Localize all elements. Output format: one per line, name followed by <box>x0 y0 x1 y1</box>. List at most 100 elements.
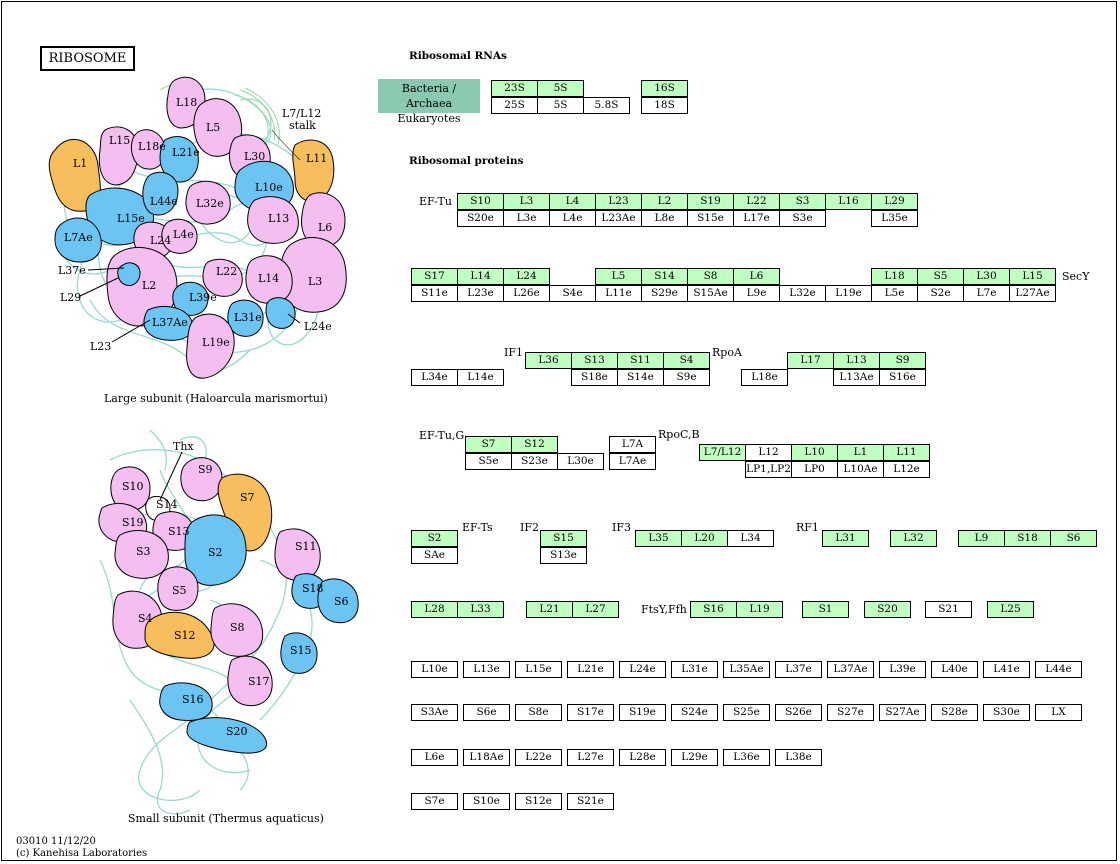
protein-box[interactable]: S15 <box>540 530 587 547</box>
factor-label[interactable]: EF-Ts <box>462 521 493 534</box>
protein-box[interactable]: L17e <box>733 210 780 227</box>
protein-box[interactable]: L35Ae <box>723 661 770 678</box>
protein-box[interactable]: LX <box>1035 704 1082 721</box>
protein-box[interactable]: S1 <box>802 601 849 618</box>
protein-box[interactable]: L34 <box>727 530 774 547</box>
protein-box[interactable]: L15e <box>515 661 562 678</box>
protein-box[interactable]: L9 <box>958 530 1005 547</box>
protein-box[interactable]: L5 <box>595 268 642 285</box>
protein-box[interactable]: S10e <box>463 793 510 810</box>
protein-box[interactable]: S11 <box>617 352 664 369</box>
structure-label[interactable]: S14 <box>156 498 178 511</box>
map-title[interactable]: RIBOSOME <box>40 46 135 71</box>
protein-box[interactable]: S10 <box>457 193 504 210</box>
protein-box[interactable]: L38e <box>775 749 822 766</box>
protein-box[interactable]: L18Ae <box>463 749 510 766</box>
structure-label[interactable]: L15 <box>109 134 131 147</box>
structure-label[interactable]: S10 <box>122 480 144 493</box>
protein-box[interactable]: L3e <box>503 210 550 227</box>
structure-label[interactable]: L15e <box>117 212 145 225</box>
protein-box[interactable]: L10 <box>791 444 838 461</box>
structure-label[interactable]: L7Ae <box>64 231 93 244</box>
structure-label[interactable]: L5 <box>206 121 221 134</box>
protein-box[interactable]: L21e <box>567 661 614 678</box>
structure-label[interactable]: L21e <box>172 146 200 159</box>
protein-box[interactable]: S23e <box>511 453 558 470</box>
protein-box[interactable]: S4 <box>663 352 710 369</box>
protein-box[interactable]: S26e <box>775 704 822 721</box>
structure-label[interactable]: S11 <box>295 540 317 553</box>
structure-label[interactable]: L24 <box>150 234 172 247</box>
rna-box[interactable]: 5S <box>537 80 584 97</box>
rna-box[interactable]: 18S <box>641 97 688 114</box>
protein-box[interactable]: L40e <box>931 661 978 678</box>
protein-box[interactable]: S5e <box>465 453 512 470</box>
protein-box[interactable]: L29e <box>671 749 718 766</box>
structure-label[interactable]: S4 <box>138 612 153 625</box>
protein-box[interactable]: S14e <box>617 369 664 386</box>
structure-label[interactable]: S16 <box>182 693 204 706</box>
structure-label[interactable]: L1 <box>73 157 88 170</box>
protein-box[interactable]: S3 <box>779 193 826 210</box>
protein-box[interactable]: S11e <box>411 285 458 302</box>
protein-box[interactable]: L27Ae <box>1009 285 1056 302</box>
protein-box[interactable]: S12 <box>511 436 558 453</box>
structure-label[interactable]: L32e <box>196 197 224 210</box>
protein-box[interactable]: L25 <box>987 601 1034 618</box>
protein-box[interactable]: S8 <box>687 268 734 285</box>
protein-box[interactable]: S18 <box>1004 530 1051 547</box>
protein-box[interactable]: L2 <box>641 193 688 210</box>
factor-label[interactable]: SecY <box>1062 270 1090 283</box>
protein-box[interactable]: S24e <box>671 704 718 721</box>
structure-label[interactable]: L13 <box>268 212 290 225</box>
protein-box[interactable]: S2 <box>411 530 458 547</box>
protein-box[interactable]: L12e <box>883 461 930 478</box>
protein-box[interactable]: S19 <box>687 193 734 210</box>
factor-label[interactable]: RpoA <box>712 346 742 359</box>
structure-label[interactable]: L18e <box>138 140 166 153</box>
protein-box[interactable]: L22e <box>515 749 562 766</box>
protein-box[interactable]: L30 <box>963 268 1010 285</box>
structure-label[interactable]: L44e <box>150 195 178 208</box>
factor-label[interactable]: RpoC,B <box>658 428 700 441</box>
protein-box[interactable]: S13e <box>540 547 587 564</box>
protein-box[interactable]: L10e <box>411 661 458 678</box>
structure-label[interactable]: S5 <box>172 584 187 597</box>
protein-box[interactable]: L1 <box>837 444 884 461</box>
structure-label[interactable]: S18 <box>302 582 324 595</box>
protein-box[interactable]: L6 <box>733 268 780 285</box>
protein-box[interactable]: L13e <box>463 661 510 678</box>
protein-box[interactable]: L23e <box>457 285 504 302</box>
protein-box[interactable]: L11e <box>595 285 642 302</box>
factor-label[interactable]: IF2 <box>520 521 539 534</box>
protein-box[interactable]: S3e <box>779 210 826 227</box>
structure-label[interactable]: S9 <box>198 463 213 476</box>
protein-box[interactable]: S7e <box>411 793 458 810</box>
structure-label[interactable]: L4e <box>173 228 194 241</box>
structure-label[interactable]: S12 <box>174 629 196 642</box>
protein-box[interactable]: L27e <box>567 749 614 766</box>
structure-label[interactable]: L30 <box>244 150 266 163</box>
protein-box[interactable]: S3Ae <box>411 704 458 721</box>
protein-box[interactable]: S27Ae <box>879 704 926 721</box>
protein-box[interactable]: L18 <box>871 268 918 285</box>
structure-label[interactable]: L39e <box>189 291 217 304</box>
structure-label[interactable]: L37Ae <box>152 316 188 329</box>
protein-box[interactable]: L24e <box>619 661 666 678</box>
protein-box[interactable]: L36e <box>723 749 770 766</box>
protein-box[interactable]: S27e <box>827 704 874 721</box>
protein-box[interactable]: L6e <box>411 749 458 766</box>
protein-box[interactable]: L29 <box>871 193 918 210</box>
structure-label[interactable]: L3 <box>308 275 323 288</box>
protein-box[interactable]: S2e <box>917 285 964 302</box>
callout-label[interactable]: Thx <box>173 440 194 453</box>
protein-box[interactable]: L28e <box>619 749 666 766</box>
protein-box[interactable]: L14 <box>457 268 504 285</box>
protein-box[interactable]: L5e <box>871 285 918 302</box>
protein-box[interactable]: L11 <box>883 444 930 461</box>
protein-box[interactable]: S20 <box>864 601 911 618</box>
structure-label[interactable]: L2 <box>142 279 157 292</box>
rna-box[interactable]: 23S <box>491 80 538 97</box>
protein-box[interactable]: L21 <box>526 601 573 618</box>
factor-label[interactable]: IF1 <box>504 346 523 359</box>
